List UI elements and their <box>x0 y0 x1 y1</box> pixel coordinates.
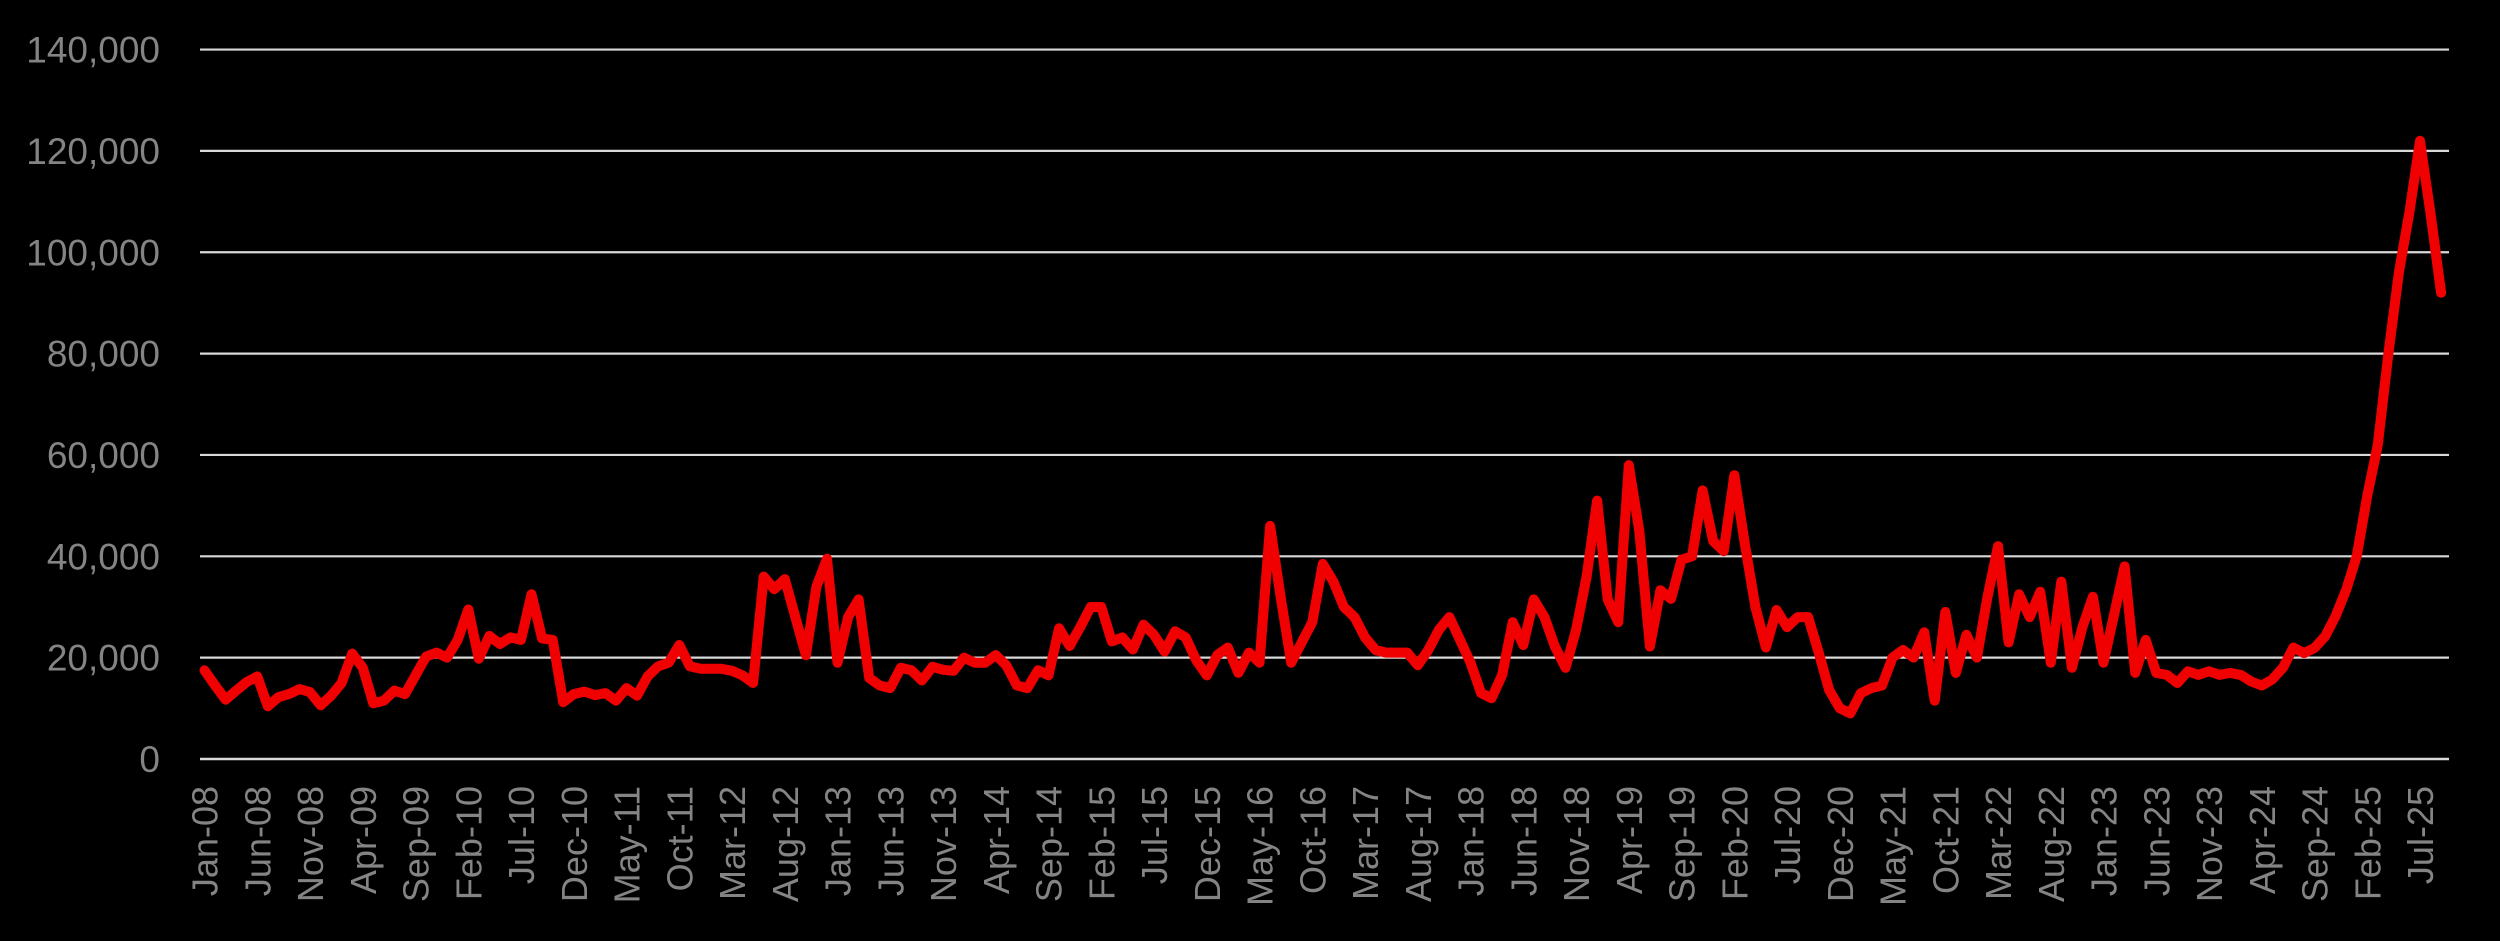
x-tick-label: Jul-15 <box>1134 786 1175 884</box>
x-tick-label: Aug-12 <box>765 786 806 902</box>
x-tick-label: Jun-18 <box>1503 786 1544 896</box>
x-tick-label: Feb-15 <box>1081 786 1122 900</box>
x-tick-label: Jan-08 <box>185 786 226 896</box>
x-tick-label: Mar-17 <box>1345 786 1386 900</box>
x-tick-label: Dec-15 <box>1187 786 1228 902</box>
x-tick-label: Dec-20 <box>1820 786 1861 902</box>
y-tick-label: 0 <box>139 739 160 780</box>
x-tick-label: Nov-18 <box>1556 786 1597 902</box>
x-tick-label: May-21 <box>1873 786 1914 906</box>
x-tick-label: Sep-19 <box>1662 786 1703 902</box>
x-tick-label: Apr-09 <box>343 786 384 894</box>
x-tick-label: Aug-22 <box>2031 786 2072 902</box>
x-tick-label: Jul-10 <box>501 786 542 884</box>
x-tick-label: Jun-08 <box>237 786 278 896</box>
x-tick-label: Sep-14 <box>1029 786 1070 902</box>
x-tick-label: Oct-21 <box>1925 786 1966 894</box>
gridlines <box>200 48 2449 761</box>
y-tick-label: 100,000 <box>26 232 160 273</box>
x-tick-label: Apr-19 <box>1609 786 1650 894</box>
x-tick-label: Feb-25 <box>2347 786 2388 900</box>
y-tick-label: 60,000 <box>47 435 160 476</box>
x-tick-label: Nov-13 <box>923 786 964 902</box>
y-tick-label: 40,000 <box>47 536 160 577</box>
x-tick-label: Dec-10 <box>554 786 595 902</box>
x-tick-label: Feb-10 <box>448 786 489 900</box>
x-tick-label: Mar-22 <box>1978 786 2019 900</box>
x-axis-labels: Jan-08 Jun-08 Nov-08 Apr-09 Sep-09 Feb-10 Jul-… <box>185 786 2442 906</box>
x-tick-label: Jul-25 <box>2400 786 2441 884</box>
x-tick-label: Aug-17 <box>1398 786 1439 902</box>
x-tick-label: Oct-16 <box>1292 786 1333 894</box>
x-tick-label: Apr-14 <box>976 786 1017 894</box>
y-axis-labels: 0 20,000 40,000 60,000 80,000 100,000 120,000 1… <box>26 30 160 780</box>
x-tick-label: Feb-20 <box>1714 786 1755 900</box>
x-tick-label: Oct-11 <box>659 786 700 891</box>
x-tick-label: Jan-18 <box>1451 786 1492 896</box>
x-tick-label: Jun-23 <box>2136 786 2177 896</box>
x-tick-label: Sep-09 <box>396 786 437 902</box>
y-tick-label: 20,000 <box>47 638 160 679</box>
data-line-monthly-values <box>199 135 2447 719</box>
x-tick-label: Apr-24 <box>2242 786 2283 894</box>
x-tick-label: Jun-13 <box>870 786 911 896</box>
x-tick-label: Nov-23 <box>2189 786 2230 902</box>
x-tick-label: Jan-23 <box>2084 786 2125 896</box>
x-tick-label: Sep-24 <box>2295 786 2336 902</box>
y-tick-label: 120,000 <box>26 131 160 172</box>
x-tick-label: Jul-20 <box>1767 786 1808 884</box>
x-tick-label: Jan-13 <box>818 786 859 896</box>
x-tick-label: Nov-08 <box>290 786 331 902</box>
y-tick-label: 140,000 <box>26 30 160 71</box>
x-tick-label: May-16 <box>1240 786 1281 906</box>
x-tick-label: Mar-12 <box>712 786 753 900</box>
y-tick-label: 80,000 <box>47 334 160 375</box>
x-tick-label: May-11 <box>607 786 648 903</box>
